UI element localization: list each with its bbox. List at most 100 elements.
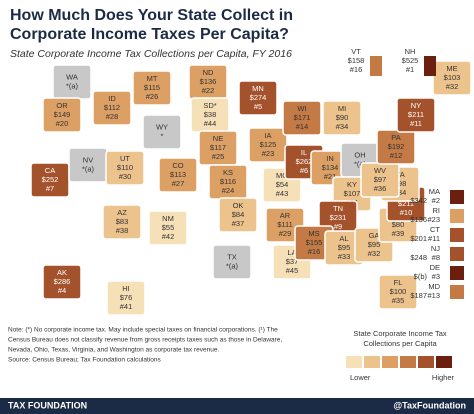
state-label: OK <box>233 201 244 210</box>
state-label: ID <box>108 94 116 103</box>
state-label: $90 <box>336 113 349 122</box>
state-label: *(a) <box>66 81 79 90</box>
legend-swatch <box>418 356 434 368</box>
state-label: #36 <box>374 184 387 193</box>
state-label: $115 <box>144 83 160 92</box>
state-label: #8 <box>432 253 440 262</box>
state-label: AZ <box>117 208 127 217</box>
state-label: #37 <box>232 219 245 228</box>
state-shape <box>105 150 145 186</box>
legend-swatch <box>382 356 398 368</box>
state-label: IA <box>264 131 271 140</box>
legend-swatch <box>364 356 380 368</box>
state-label: $211 <box>398 199 414 208</box>
state-shape <box>158 157 198 193</box>
state-label: IN <box>326 154 334 163</box>
note-line: Census Bureau does not classify revenue … <box>8 337 282 344</box>
state-label: #4 <box>58 286 66 295</box>
state-label: CT <box>430 225 440 234</box>
state-label: $54 <box>276 180 289 189</box>
state-label: NJ <box>431 244 440 253</box>
state-label: #45 <box>286 266 299 275</box>
state-label: AR <box>280 211 291 220</box>
legend-high: Higher <box>432 373 455 382</box>
state-label: $112 <box>104 103 120 112</box>
footer-right: @TaxFoundation <box>393 400 466 410</box>
state-label: NH <box>405 47 416 56</box>
state-label: #25 <box>212 152 225 161</box>
state-label: #43 <box>276 189 289 198</box>
state-swatch <box>450 190 464 204</box>
state-label: $252 <box>42 175 59 184</box>
state-shape <box>42 97 82 133</box>
state-label: #16 <box>350 65 363 74</box>
state-label: $113 <box>170 170 186 179</box>
state-label: $525 <box>402 56 419 65</box>
state-label: #24 <box>222 186 235 195</box>
state-label: WV <box>374 166 386 175</box>
legend-title: Collections per Capita <box>363 339 437 348</box>
state-label: #11 <box>428 234 440 243</box>
state-label: #35 <box>392 296 405 305</box>
state-label: $110 <box>117 163 133 172</box>
state-label: $136 <box>200 77 217 86</box>
state-label: $55 <box>162 223 175 232</box>
state-shape <box>132 70 172 106</box>
state-label: $95 <box>338 243 351 252</box>
state-label: $38 <box>204 110 217 119</box>
state-label: #6 <box>300 166 308 175</box>
state-label: NY <box>411 101 421 110</box>
state-swatch <box>370 56 382 76</box>
state-label: $136 <box>410 215 427 224</box>
state-label: MI <box>338 104 346 113</box>
note-line: Nevada, Ohio, Texas, Virginia, and Washi… <box>8 347 219 354</box>
state-label: $342 <box>410 196 427 205</box>
state-label: MT <box>147 74 158 83</box>
state-label: KS <box>223 168 233 177</box>
state-label: #13 <box>427 291 440 300</box>
state-label: $231 <box>330 213 347 222</box>
state-label: UT <box>120 154 130 163</box>
state-label: #32 <box>368 249 381 258</box>
state-label: $107 <box>344 189 361 198</box>
state-label: #20 <box>56 119 69 128</box>
state-label: HI <box>122 284 130 293</box>
state-label: $37 <box>286 257 299 266</box>
state-label: #10 <box>400 208 413 217</box>
state-shape <box>282 100 322 136</box>
state-label: AL <box>339 234 348 243</box>
state-label: $116 <box>220 177 236 186</box>
state-label: $83 <box>116 217 129 226</box>
state-swatch <box>450 228 464 242</box>
state-swatch <box>424 56 436 76</box>
state-label: AK <box>57 268 67 277</box>
state-label: OH <box>354 150 365 159</box>
state-label: NV <box>83 155 93 164</box>
state-shape <box>396 97 436 133</box>
state-label: $262 <box>296 157 313 166</box>
note-line: Note: (*) No corporate income tax. May i… <box>8 327 278 334</box>
state-label: $95 <box>368 240 381 249</box>
state-label: PA <box>391 133 400 142</box>
legend-title: State Corporate Income Tax <box>353 329 446 338</box>
state-label: #22 <box>202 86 215 95</box>
state-label: #3 <box>432 272 440 281</box>
state-label: * <box>161 131 164 140</box>
state-label: $158 <box>348 56 365 65</box>
state-swatch <box>450 285 464 299</box>
state-label: $248 <box>410 253 427 262</box>
state-label: #29 <box>279 229 292 238</box>
state-label: $(b) <box>414 272 428 281</box>
state-label: KY <box>347 180 357 189</box>
state-swatch <box>450 266 464 280</box>
state-label: #28 <box>106 112 119 121</box>
state-shape <box>148 210 188 246</box>
state-label: $76 <box>120 293 133 302</box>
state-label: $103 <box>444 73 461 82</box>
state-label: LA <box>287 248 296 257</box>
state-label: $187 <box>410 291 427 300</box>
state-label: $125 <box>260 140 277 149</box>
state-label: #39 <box>392 229 405 238</box>
state-label: SD* <box>203 101 216 110</box>
state-label: VT <box>351 47 361 56</box>
